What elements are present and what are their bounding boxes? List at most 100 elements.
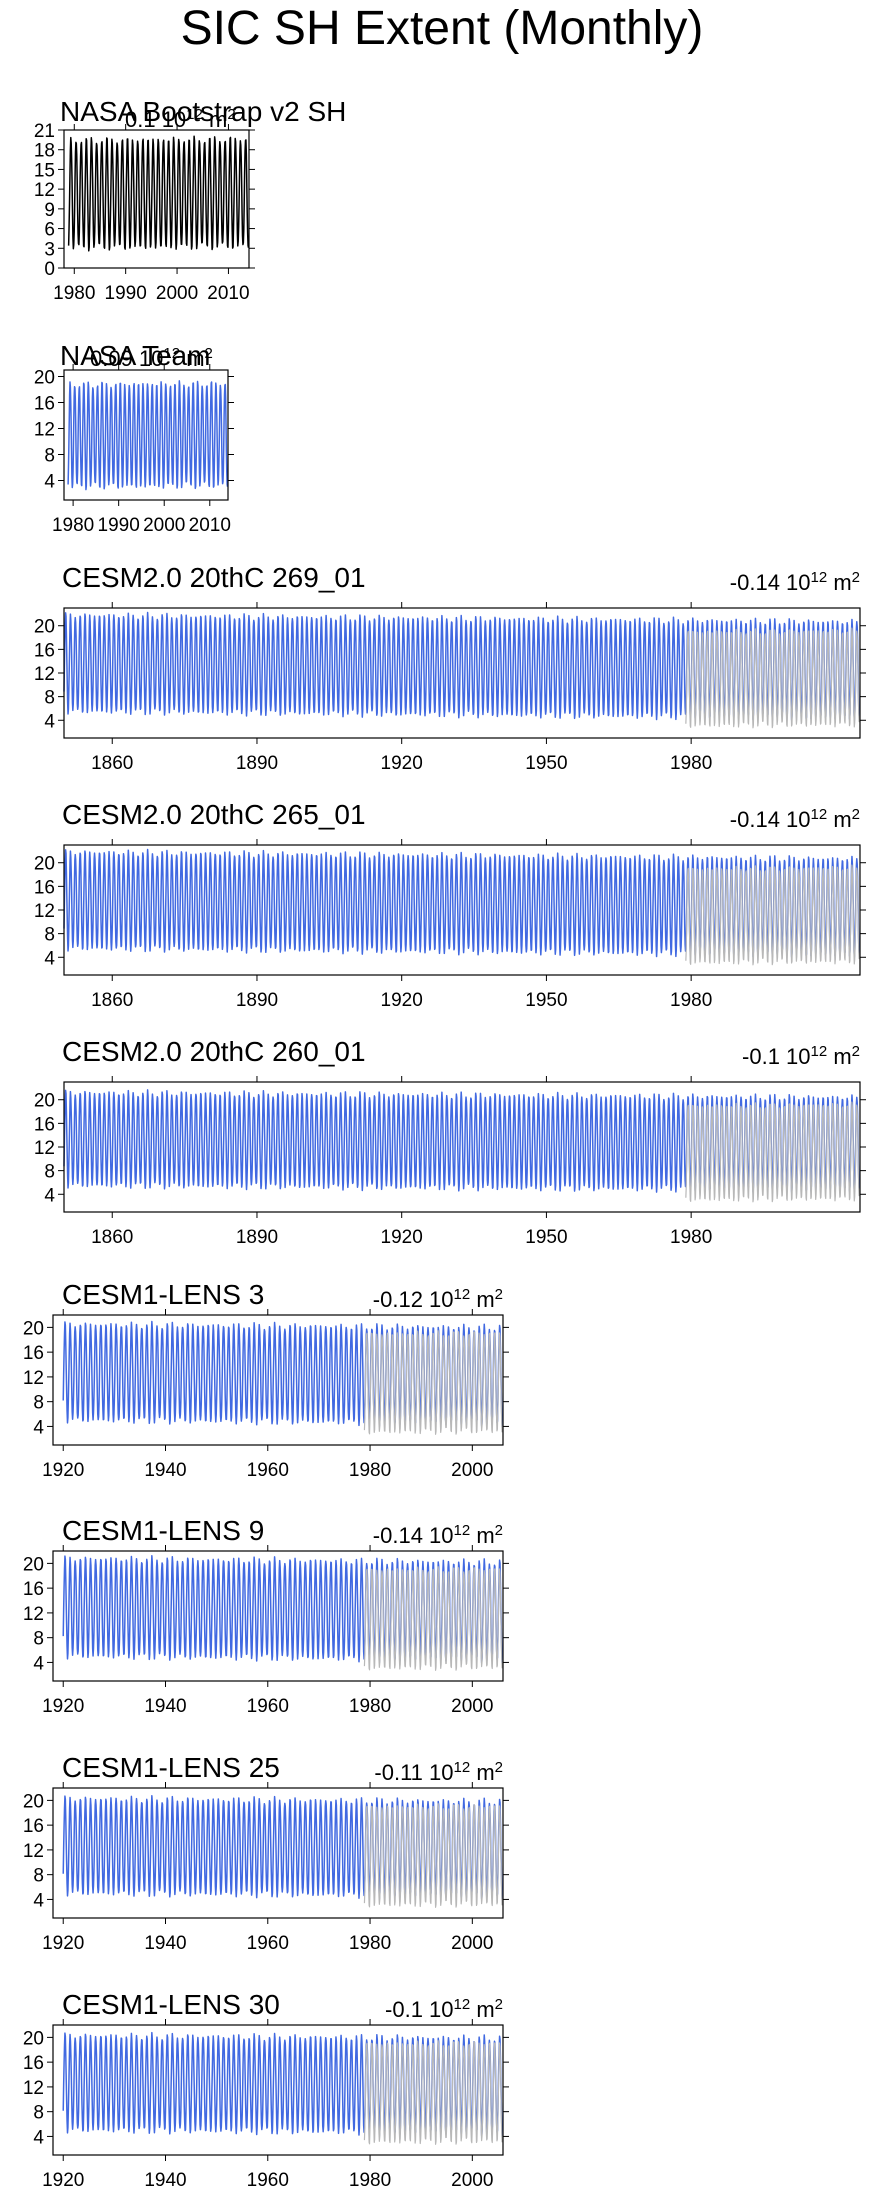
trend-label: -0.14 1012 m2 xyxy=(730,569,860,596)
y-tick-label: 20 xyxy=(23,1791,44,1812)
x-tick-label: 1990 xyxy=(98,515,140,536)
series-line xyxy=(63,848,861,959)
x-tick-label: 2000 xyxy=(451,1696,493,1717)
y-tick-label: 16 xyxy=(34,1114,55,1135)
y-tick-label: 21 xyxy=(34,121,55,142)
plot-frame xyxy=(63,129,250,269)
x-tick-label: 1920 xyxy=(42,2170,84,2191)
x-tick-label: 2000 xyxy=(451,2170,493,2191)
series-line xyxy=(67,380,229,491)
chart-panel: 4 8 12 16 20 1920 1940 1960 1980 2000 CESM1-LENS 9… xyxy=(23,1515,509,1717)
plot-frame xyxy=(52,1314,504,1446)
y-tick-label: 20 xyxy=(23,1554,44,1575)
plot-frame xyxy=(52,1550,504,1682)
panel-title: NASA Bootstrap v2 SH xyxy=(60,96,346,127)
y-tick-label: 20 xyxy=(34,854,55,875)
x-tick-label: 2010 xyxy=(207,283,249,304)
y-tick-label: 12 xyxy=(23,1368,44,1389)
x-tick-label: 1940 xyxy=(144,1696,186,1717)
x-tick-label: 1960 xyxy=(247,2170,289,2191)
x-tick-label: 1960 xyxy=(247,1933,289,1954)
x-tick-label: 2000 xyxy=(451,1460,493,1481)
x-tick-label: 1980 xyxy=(52,515,94,536)
y-tick-label: 8 xyxy=(44,925,55,946)
x-tick-label: 1920 xyxy=(381,1227,423,1248)
y-tick-label: 16 xyxy=(23,1579,44,1600)
x-tick-label: 1980 xyxy=(53,283,95,304)
y-tick-label: 4 xyxy=(44,711,55,732)
y-tick-label: 4 xyxy=(44,472,55,493)
series-line xyxy=(63,611,861,722)
x-tick-label: 1920 xyxy=(381,753,423,774)
x-tick-label: 1860 xyxy=(91,990,133,1011)
plot-frame xyxy=(52,1787,504,1919)
x-tick-label: 1960 xyxy=(247,1696,289,1717)
trend-label: -0.12 1012 m2 xyxy=(373,1286,503,1313)
x-tick-label: 1940 xyxy=(144,1460,186,1481)
x-tick-label: 1980 xyxy=(349,1460,391,1481)
y-tick-label: 20 xyxy=(34,617,55,638)
y-tick-label: 8 xyxy=(33,2103,44,2124)
x-tick-label: 1920 xyxy=(42,1933,84,1954)
x-tick-label: 2000 xyxy=(156,283,198,304)
trend-label: 0.09 1012 m2 xyxy=(90,345,213,372)
x-tick-label: 1980 xyxy=(349,1696,391,1717)
x-tick-label: 1980 xyxy=(670,1227,712,1248)
x-tick-label: 1940 xyxy=(144,1933,186,1954)
x-tick-label: 1960 xyxy=(247,1460,289,1481)
y-tick-label: 4 xyxy=(33,1417,44,1438)
x-tick-label: 2010 xyxy=(189,515,231,536)
y-tick-label: 8 xyxy=(44,688,55,709)
trend-label: -0.1 1012 m2 xyxy=(742,1043,860,1070)
y-tick-label: 8 xyxy=(33,1866,44,1887)
trend-label: -0.11 1012 m2 xyxy=(374,1759,503,1786)
y-tick-label: 3 xyxy=(44,239,55,260)
y-tick-label: 18 xyxy=(34,141,55,162)
y-tick-label: 12 xyxy=(34,901,55,922)
y-tick-label: 12 xyxy=(23,1604,44,1625)
figure-title: SIC SH Extent (Monthly) xyxy=(180,2,704,55)
series-line xyxy=(67,135,250,252)
y-tick-label: 0 xyxy=(44,259,55,280)
x-tick-label: 1980 xyxy=(349,1933,391,1954)
chart-panel: 4 8 12 16 20 1920 1940 1960 1980 2000 CESM1-LENS 3… xyxy=(23,1989,509,2191)
y-tick-label: 9 xyxy=(44,200,55,221)
series-line xyxy=(363,1566,504,1671)
y-tick-label: 12 xyxy=(23,2078,44,2099)
x-tick-label: 1950 xyxy=(525,1227,567,1248)
y-tick-label: 16 xyxy=(23,1816,44,1837)
panel-title: CESM2.0 20thC 269_01 xyxy=(62,562,366,593)
y-tick-label: 16 xyxy=(34,877,55,898)
x-tick-label: 1980 xyxy=(670,990,712,1011)
y-tick-label: 20 xyxy=(23,2028,44,2049)
plot-frame xyxy=(52,2024,504,2156)
chart-panel: 4 8 12 16 20 1920 1940 1960 1980 2000 CESM1-LENS 2… xyxy=(23,1752,509,1954)
series-line xyxy=(685,1101,861,1203)
x-tick-label: 1920 xyxy=(42,1460,84,1481)
x-tick-label: 2000 xyxy=(143,515,185,536)
panel-title: CESM1-LENS 3 xyxy=(62,1279,264,1310)
plot-frame xyxy=(63,369,229,501)
y-tick-label: 16 xyxy=(23,2053,44,2074)
series-line xyxy=(685,864,861,966)
x-tick-label: 1890 xyxy=(236,753,278,774)
y-tick-label: 4 xyxy=(44,1185,55,1206)
y-tick-label: 16 xyxy=(34,394,55,415)
x-tick-label: 1990 xyxy=(105,283,147,304)
y-tick-label: 12 xyxy=(34,664,55,685)
series-line xyxy=(63,1089,861,1194)
y-tick-label: 4 xyxy=(33,2127,44,2148)
panel-title: CESM2.0 20thC 260_01 xyxy=(62,1036,366,1067)
y-tick-label: 20 xyxy=(34,1091,55,1112)
x-tick-label: 1950 xyxy=(525,990,567,1011)
y-tick-label: 20 xyxy=(23,1318,44,1339)
series-line xyxy=(363,1803,504,1908)
x-tick-label: 1980 xyxy=(349,2170,391,2191)
x-tick-label: 1860 xyxy=(91,753,133,774)
panel-title: CESM1-LENS 9 xyxy=(62,1515,264,1546)
